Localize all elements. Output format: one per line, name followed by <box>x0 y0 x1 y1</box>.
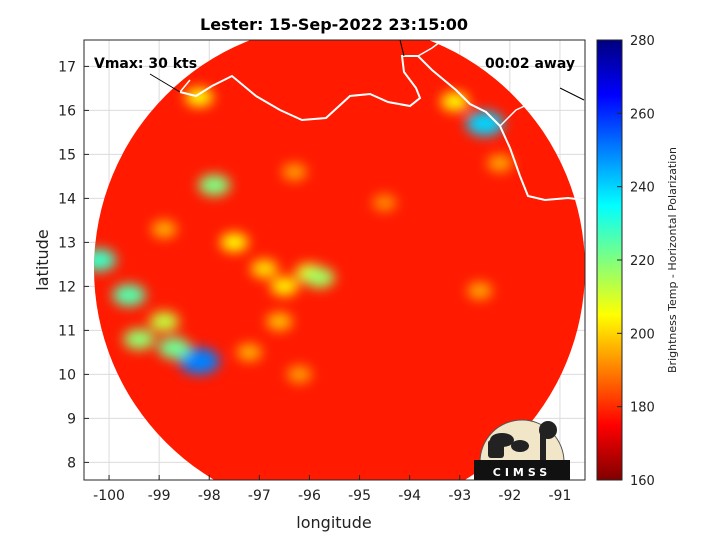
heatmap-features <box>94 87 513 383</box>
heatmap-cell <box>487 154 513 172</box>
y-tick-label: 11 <box>58 323 76 339</box>
y-tick: 9 <box>67 411 89 427</box>
cimss-logo-text: CIMSS <box>493 466 551 479</box>
colorbar-tick-label: 220 <box>630 254 655 269</box>
x-tick: -93 <box>448 475 471 504</box>
heatmap-cell <box>372 194 397 211</box>
heatmap-cell <box>151 220 177 238</box>
vmax-annotation: Vmax: 30 kts <box>94 56 197 72</box>
x-tick-label: -100 <box>93 488 125 504</box>
x-tick: -94 <box>398 475 421 504</box>
heatmap-cell <box>198 174 231 196</box>
heatmap-cell <box>123 328 155 350</box>
heatmap-cell <box>220 233 249 252</box>
colorbar-ticks: 160 180 200 220 240 260 280 <box>617 34 655 489</box>
colorbar-tick-label: 200 <box>630 327 655 342</box>
y-tick-label: 9 <box>67 411 76 427</box>
heatmap-cell <box>465 111 504 136</box>
heatmap-cell <box>287 366 312 383</box>
colorbar-tick-label: 160 <box>630 474 655 489</box>
x-tick-label: -92 <box>498 488 521 504</box>
y-tick-label: 15 <box>58 147 76 163</box>
heatmap-cell <box>157 337 191 359</box>
colorbar-tick-label: 240 <box>630 181 655 196</box>
y-axis-label: latitude <box>33 229 52 290</box>
colorbar-tick: 160 <box>617 474 655 489</box>
colorbar-tick: 240 <box>617 181 655 196</box>
y-tick-label: 17 <box>58 59 76 75</box>
y-tick: 13 <box>58 235 89 251</box>
colorbar-tick: 220 <box>617 254 655 269</box>
x-axis-label: longitude <box>296 513 371 532</box>
x-tick: -98 <box>198 475 221 504</box>
x-tick-label: -95 <box>348 488 371 504</box>
heatmap-cell <box>467 282 493 300</box>
heatmap-cell <box>236 343 262 361</box>
y-tick-label: 10 <box>58 367 76 383</box>
plot-frame <box>83 39 586 481</box>
y-tick: 14 <box>58 191 89 207</box>
heatmap-cell <box>304 267 335 288</box>
y-tick: 16 <box>58 103 89 119</box>
y-tick: 12 <box>58 279 89 295</box>
y-tick-label: 13 <box>58 235 76 251</box>
heatmap-cell <box>250 259 278 278</box>
y-axis-ticks: 8 9 10 11 12 13 14 15 16 17 <box>58 59 89 471</box>
border-lines <box>179 41 583 127</box>
colorbar-tick: 260 <box>617 107 655 122</box>
x-tick: -100 <box>93 475 125 504</box>
outside-coastline <box>149 40 585 101</box>
y-tick-label: 16 <box>58 103 76 119</box>
chart-title: Lester: 15-Sep-2022 23:15:00 <box>200 15 468 34</box>
y-tick-label: 12 <box>58 279 76 295</box>
colorbar-tick-label: 280 <box>630 34 655 49</box>
y-tick: 15 <box>58 147 89 163</box>
coastline <box>179 55 585 202</box>
x-tick-label: -97 <box>248 488 271 504</box>
swath-background <box>94 40 585 480</box>
x-tick: -99 <box>148 475 171 504</box>
y-tick: 11 <box>58 323 89 339</box>
x-tick-label: -94 <box>398 488 421 504</box>
x-tick-label: -96 <box>298 488 321 504</box>
heatmap-cell <box>266 312 293 331</box>
heatmap-cell <box>185 87 214 107</box>
x-tick-label: -99 <box>148 488 171 504</box>
heatmap-cell <box>440 92 469 111</box>
colorbar-tick: 200 <box>617 327 655 342</box>
heatmap-cell <box>270 277 299 296</box>
colorbar: 160 180 200 220 240 260 280 Brightness Temp - … <box>596 34 679 489</box>
heatmap-cell <box>112 284 146 307</box>
colorbar-label: Brightness Temp - Horizontal Polarizatio… <box>666 147 679 373</box>
y-tick-label: 8 <box>67 455 76 471</box>
x-axis-ticks: -100 -99 -98 -97 -96 -95 -94 -93 -92 -91 <box>93 475 571 504</box>
y-tick-label: 14 <box>58 191 76 207</box>
time-away-annotation: 00:02 away <box>485 56 575 72</box>
x-tick: -96 <box>298 475 321 504</box>
x-tick: -97 <box>248 475 271 504</box>
heatmap-cell <box>282 163 307 181</box>
colorbar-tick: 280 <box>617 34 655 49</box>
y-tick: 10 <box>58 367 89 383</box>
cimss-logo: CIMSS <box>474 419 570 480</box>
x-tick-label: -98 <box>198 488 221 504</box>
x-tick-label: -93 <box>448 488 471 504</box>
heatmap-cell <box>94 248 117 272</box>
y-tick: 8 <box>67 455 89 471</box>
colorbar-tick-label: 180 <box>630 401 655 416</box>
heatmap-cell <box>178 348 220 375</box>
heatmap-cell <box>149 311 180 332</box>
y-tick: 17 <box>58 59 89 75</box>
colorbar-tick: 180 <box>617 401 655 416</box>
colorbar-tick-label: 260 <box>630 107 655 122</box>
x-tick-label: -91 <box>549 488 572 504</box>
x-tick: -95 <box>348 475 371 504</box>
